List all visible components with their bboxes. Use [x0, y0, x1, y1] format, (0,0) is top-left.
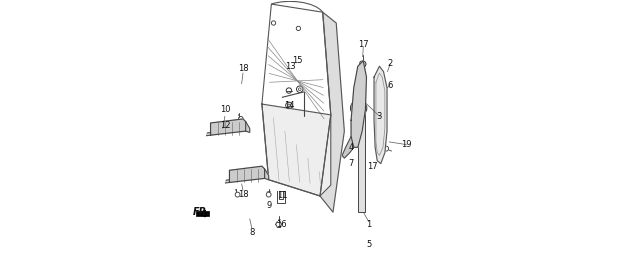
Text: 1: 1 — [366, 220, 371, 229]
Text: 3: 3 — [377, 112, 382, 121]
Text: 2: 2 — [388, 59, 393, 68]
Polygon shape — [207, 132, 211, 136]
Text: 7: 7 — [348, 159, 354, 168]
Polygon shape — [342, 136, 354, 158]
Text: 18: 18 — [237, 190, 248, 199]
Text: 11: 11 — [277, 191, 287, 200]
Text: FR.: FR. — [193, 207, 211, 217]
Text: 9: 9 — [266, 201, 271, 210]
Polygon shape — [225, 180, 230, 183]
Text: 4: 4 — [348, 143, 354, 152]
Text: 14: 14 — [285, 101, 295, 110]
Text: 18: 18 — [237, 64, 248, 73]
Circle shape — [359, 124, 365, 130]
Polygon shape — [320, 12, 344, 212]
Text: 19: 19 — [401, 140, 412, 149]
Polygon shape — [374, 66, 387, 164]
Text: 17: 17 — [358, 40, 369, 49]
Polygon shape — [230, 166, 264, 182]
Text: 6: 6 — [388, 81, 393, 90]
Polygon shape — [246, 122, 250, 132]
Polygon shape — [264, 169, 269, 180]
Polygon shape — [351, 61, 367, 147]
Text: 15: 15 — [292, 56, 303, 65]
Text: 5: 5 — [366, 240, 371, 249]
Bar — [358, 109, 365, 212]
Polygon shape — [196, 211, 209, 216]
Circle shape — [351, 100, 367, 116]
Text: 17: 17 — [367, 162, 378, 171]
Circle shape — [360, 61, 366, 67]
Polygon shape — [262, 104, 331, 196]
Text: 12: 12 — [220, 121, 230, 130]
Polygon shape — [211, 119, 246, 135]
Text: 13: 13 — [285, 62, 296, 71]
Text: 16: 16 — [276, 220, 287, 229]
Text: 8: 8 — [249, 228, 255, 237]
Text: 10: 10 — [220, 105, 230, 114]
